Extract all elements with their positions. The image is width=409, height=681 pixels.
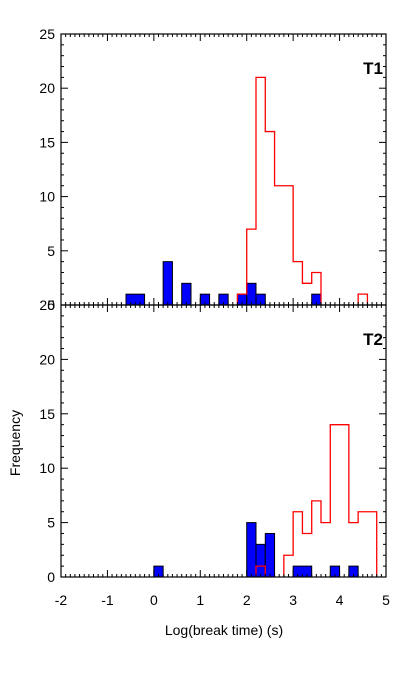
panel-label: T1 — [363, 59, 383, 78]
blue-bar — [162, 261, 173, 306]
blue-bar — [246, 282, 257, 306]
x-tick-label: -2 — [55, 592, 68, 608]
x-tick-label: 0 — [150, 592, 158, 608]
blue-bar — [264, 532, 276, 578]
x-tick-label: 2 — [243, 592, 251, 608]
y-tick-label: 25 — [39, 297, 55, 313]
y-axis-title: Frequency — [7, 410, 23, 476]
x-tick-label: 1 — [196, 592, 204, 608]
x-axis-title: Log(break time) (s) — [165, 622, 283, 638]
y-tick-label: 0 — [47, 569, 55, 585]
x-tick-label: 3 — [289, 592, 297, 608]
panel-t2: 0 5 10 15 20 25 -2 -1 0 1 2 3 4 5 T2 — [39, 297, 390, 608]
y-tick-label: 5 — [47, 515, 55, 531]
blue-bar — [246, 522, 257, 578]
x-tick-label: -1 — [101, 592, 114, 608]
panel-t1: 0 5 10 15 20 25 T1 — [39, 26, 387, 313]
y-tick-label: 20 — [39, 80, 55, 96]
y-tick-label: 10 — [39, 460, 55, 476]
plot-frame — [60, 33, 387, 306]
x-tick-label: 5 — [382, 592, 390, 608]
y-tick-label: 15 — [39, 406, 55, 422]
blue-bar — [255, 543, 266, 578]
red-step-outline — [255, 424, 378, 577]
y-tick-label: 10 — [39, 189, 55, 205]
y-tick-label: 0 — [47, 297, 55, 313]
y-tick-label: 15 — [39, 134, 55, 150]
plot-frame — [60, 304, 387, 578]
y-tick-label: 5 — [47, 243, 55, 259]
blue-bar — [181, 282, 192, 306]
panel-label: T2 — [363, 330, 383, 349]
x-tick-label: 4 — [336, 592, 344, 608]
y-tick-label: 25 — [39, 26, 55, 42]
red-step-outline — [236, 76, 369, 305]
y-tick-label: 20 — [39, 351, 55, 367]
